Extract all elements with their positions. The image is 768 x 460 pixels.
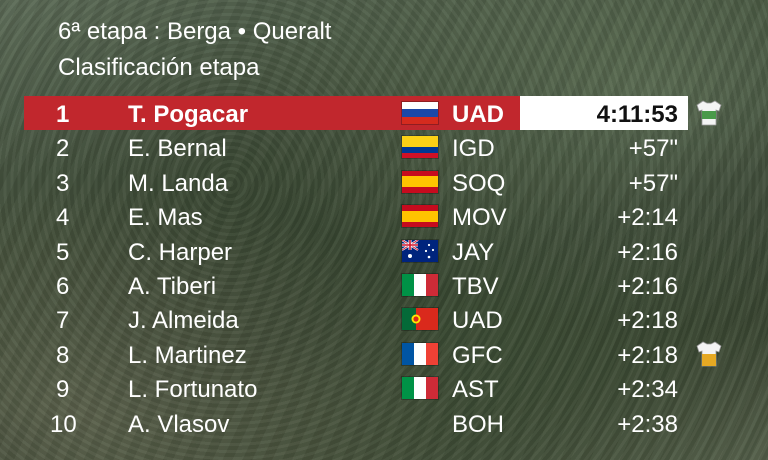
table-row: 5 C. Harper JAY +2:16 bbox=[24, 234, 728, 268]
table-row: 8 L. Martinez GFC +2:18 bbox=[24, 337, 728, 371]
spain-flag-icon bbox=[402, 205, 438, 228]
team-code: TBV bbox=[452, 272, 499, 300]
position: 10 bbox=[50, 410, 77, 438]
rider-name: J. Almeida bbox=[128, 307, 239, 335]
classification-title: Clasificación etapa bbox=[58, 54, 260, 81]
finish-time: 4:11:53 bbox=[596, 101, 678, 128]
yellow-jersey-icon bbox=[694, 340, 724, 368]
france-flag-icon bbox=[402, 342, 438, 365]
time-box: 4:11:53 bbox=[520, 96, 688, 131]
rider-name: C. Harper bbox=[128, 238, 233, 266]
rider-name: E. Mas bbox=[128, 204, 203, 232]
rider-name: E. Bernal bbox=[128, 135, 227, 163]
time-gap: +2:38 bbox=[617, 410, 678, 438]
table-row: 9 L. Fortunato AST +2:34 bbox=[24, 371, 728, 405]
rider-name: L. Martinez bbox=[128, 341, 247, 369]
time-gap: +2:16 bbox=[617, 238, 678, 266]
team-code: IGD bbox=[452, 135, 495, 163]
rider-name: A. Tiberi bbox=[128, 272, 217, 300]
table-row: 4 E. Mas MOV +2:14 bbox=[24, 199, 728, 233]
table-row: 7 J. Almeida UAD +2:18 bbox=[24, 302, 728, 336]
rider-name: T. Pogacar bbox=[128, 101, 249, 128]
stage-title: 6ª etapa : Berga • Queralt bbox=[58, 18, 332, 45]
position: 3 bbox=[56, 169, 70, 197]
green-jersey-icon bbox=[694, 99, 724, 127]
portugal-flag-icon bbox=[402, 308, 438, 331]
stage-header: 6ª etapa : Berga • Queralt Clasificación… bbox=[58, 14, 331, 86]
position: 2 bbox=[56, 135, 70, 163]
results-table: 1 T. Pogacar UAD 4:11:53 2 E. Bernal IGD… bbox=[24, 96, 728, 440]
team-code: UAD bbox=[452, 101, 504, 128]
table-row: 1 T. Pogacar UAD 4:11:53 bbox=[24, 96, 722, 131]
slovenia-flag-icon bbox=[402, 102, 438, 124]
team-code: BOH bbox=[452, 410, 505, 438]
colombia-flag-icon bbox=[402, 136, 438, 159]
position: 9 bbox=[56, 376, 70, 404]
australia-flag-icon bbox=[402, 239, 438, 262]
team-code: MOV bbox=[452, 204, 507, 232]
rider-name: M. Landa bbox=[128, 169, 229, 197]
position: 6 bbox=[56, 272, 70, 300]
team-code: SOQ bbox=[452, 169, 506, 197]
time-gap: +2:18 bbox=[617, 341, 678, 369]
team-code: GFC bbox=[452, 341, 503, 369]
position: 8 bbox=[56, 341, 70, 369]
position: 5 bbox=[56, 238, 70, 266]
position: 7 bbox=[56, 307, 70, 335]
spain-flag-icon bbox=[402, 170, 438, 193]
team-code: UAD bbox=[452, 307, 503, 335]
time-gap: +2:34 bbox=[617, 376, 678, 404]
italy-flag-icon bbox=[402, 273, 438, 296]
table-row: 2 E. Bernal IGD +57" bbox=[24, 130, 728, 164]
rider-name: L. Fortunato bbox=[128, 376, 258, 404]
time-gap: +2:16 bbox=[617, 272, 678, 300]
time-gap: +57" bbox=[628, 169, 678, 197]
position: 1 bbox=[56, 101, 70, 128]
table-row: 10 A. Vlasov BOH +2:38 bbox=[24, 406, 728, 440]
table-row: 6 A. Tiberi TBV +2:16 bbox=[24, 268, 728, 302]
time-gap: +2:14 bbox=[617, 204, 678, 232]
position: 4 bbox=[56, 204, 70, 232]
time-gap: +57" bbox=[628, 135, 678, 163]
time-gap: +2:18 bbox=[617, 307, 678, 335]
rider-name: A. Vlasov bbox=[128, 410, 230, 438]
team-code: AST bbox=[452, 376, 499, 404]
italy-flag-icon bbox=[402, 377, 438, 400]
team-code: JAY bbox=[452, 238, 495, 266]
table-row: 3 M. Landa SOQ +57" bbox=[24, 165, 728, 199]
